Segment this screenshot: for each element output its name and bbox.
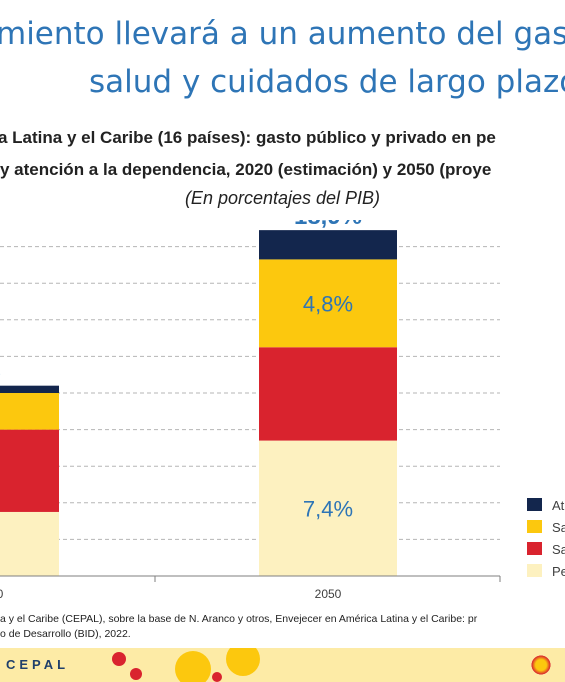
source-note-line-1: a y el Caribe (CEPAL), sobre la base de …	[0, 613, 478, 625]
stacked-bar-chart: %%%7,4%4,8%18,9%20202050AtSaSaPe	[0, 220, 565, 601]
chart-subtitle-line-1: a Latina y el Caribe (16 países): gasto …	[0, 128, 496, 147]
sun-logo-icon	[530, 654, 552, 676]
legend-swatch	[527, 520, 542, 533]
footer-bar: CEPAL	[0, 648, 565, 682]
decorative-dot	[212, 672, 222, 682]
legend-label: Sa	[552, 542, 565, 557]
total-label: %	[0, 359, 1, 386]
bar-segment	[259, 347, 397, 441]
legend-swatch	[527, 542, 542, 555]
bar-segment	[0, 393, 59, 430]
slide-title-line-1: miento llevará a un aumento del gas	[0, 16, 565, 52]
cepal-logo: CEPAL	[6, 657, 70, 672]
legend-label: Pe	[552, 564, 565, 579]
decorative-dot	[175, 651, 211, 682]
chart-units-label: (En porcentajes del PIB)	[184, 188, 381, 208]
total-label: 18,9%	[294, 220, 362, 230]
legend-swatch	[527, 498, 542, 511]
bar-segment	[0, 385, 59, 393]
bar-segment	[0, 511, 59, 576]
bar-segment	[259, 259, 397, 348]
decorative-dot	[130, 668, 142, 680]
bar-segment	[0, 429, 59, 512]
decorative-dot	[112, 652, 126, 666]
data-label: 4,8%	[303, 291, 353, 316]
source-note-line-2: o de Desarrollo (BID), 2022.	[0, 628, 131, 640]
bar-segment	[259, 230, 397, 260]
data-label: 7,4%	[303, 496, 353, 521]
slide-title-line-2: salud y cuidados de largo plazo	[89, 64, 565, 100]
decorative-dot	[226, 648, 260, 676]
x-tick-label: 2050	[315, 587, 342, 601]
legend-label: Sa	[552, 520, 565, 535]
bar-segment	[259, 440, 397, 576]
chart-subtitle-line-2: y atención a la dependencia, 2020 (estim…	[0, 160, 492, 179]
legend-swatch	[527, 564, 542, 577]
legend-label: At	[552, 498, 565, 513]
x-tick-label: 2020	[0, 587, 4, 601]
